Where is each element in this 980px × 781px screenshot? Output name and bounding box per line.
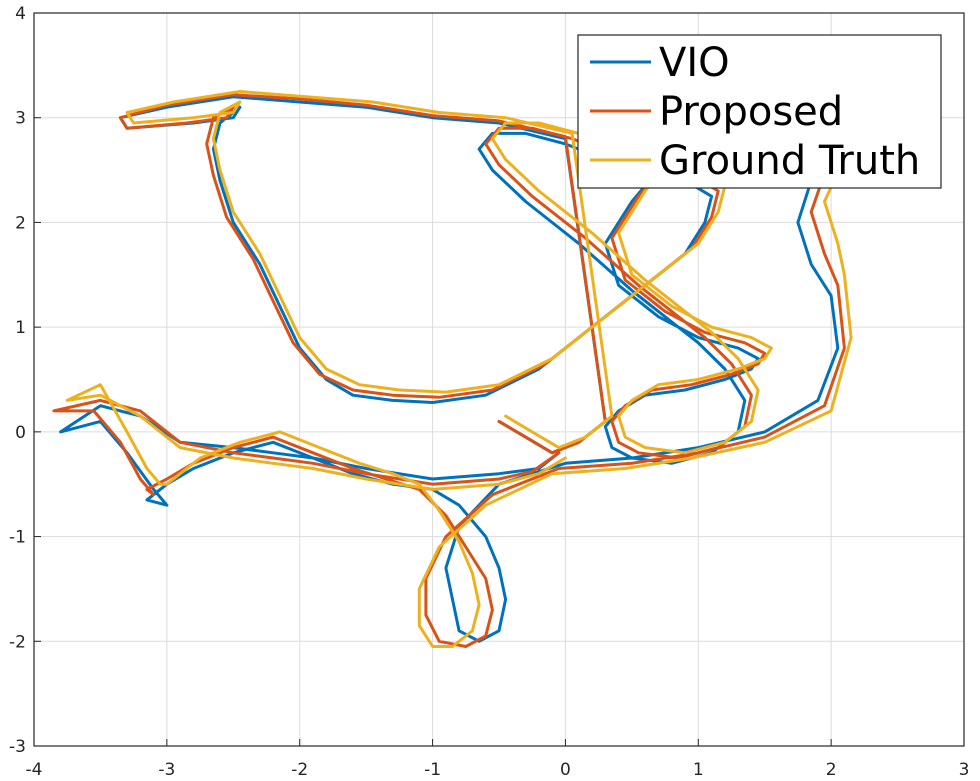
- y-tick-label: 3: [15, 109, 26, 129]
- y-tick-label: -3: [9, 737, 26, 757]
- y-tick-label: 4: [15, 4, 26, 24]
- y-tick-label: -2: [9, 632, 26, 652]
- y-tick-label: 0: [15, 423, 26, 443]
- y-tick-label: -1: [9, 528, 26, 548]
- x-tick-label: -4: [26, 760, 43, 780]
- x-tick-label: 0: [560, 760, 571, 780]
- x-tick-label: 3: [959, 760, 970, 780]
- x-tick-label: -1: [424, 760, 441, 780]
- series-lines: [52, 90, 866, 648]
- plot-frame: [33, 12, 965, 747]
- y-tick-label: 1: [15, 318, 26, 338]
- series-line-ground-truth: [65, 90, 866, 648]
- legend-label-ground-truth: Ground Truth: [659, 138, 920, 184]
- x-tick-label: 2: [826, 760, 837, 780]
- legend-label-vio: VIO: [659, 40, 730, 86]
- x-tick-label: -3: [158, 760, 175, 780]
- legend-label-proposed: Proposed: [659, 89, 843, 135]
- x-tick-label: 1: [693, 760, 704, 780]
- x-tick-label: -2: [291, 760, 308, 780]
- y-tick-label: 2: [15, 213, 26, 233]
